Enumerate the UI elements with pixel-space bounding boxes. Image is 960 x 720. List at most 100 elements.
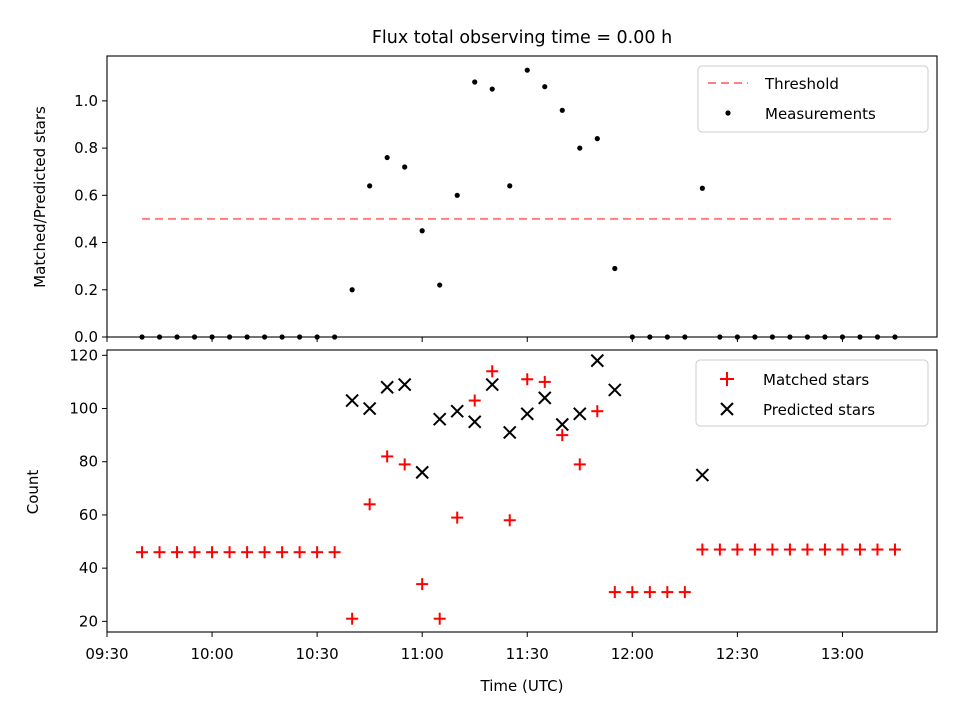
predicted-star-point xyxy=(432,412,447,426)
predicted-star-point xyxy=(590,353,605,368)
top-y-tick-label: 0.4 xyxy=(74,234,98,252)
bottom-y-ticks: 20 40 60 80 100 120 xyxy=(69,346,107,630)
bottom-legend: Matched stars Predicted stars xyxy=(695,359,929,427)
matched-star-point xyxy=(468,394,481,407)
measurement-point xyxy=(507,183,513,189)
matched-star-point xyxy=(241,546,254,559)
matched-star-point xyxy=(171,546,184,559)
matched-star-point xyxy=(836,543,849,556)
measurement-point xyxy=(437,282,443,288)
predicted-star-point xyxy=(520,407,534,421)
matched-star-point xyxy=(731,543,744,556)
matched-star-point xyxy=(188,546,201,559)
measurement-point xyxy=(577,145,583,151)
predicted-star-point xyxy=(573,407,587,421)
legend-matched-swatch xyxy=(720,372,734,386)
bottom-panel: Count 20 40 60 80 100 120 09:30 10:00 10:30 11:0… xyxy=(24,346,938,695)
legend-measurements-swatch xyxy=(725,110,731,116)
matched-star-point xyxy=(381,450,394,463)
predicted-star-point xyxy=(362,401,377,416)
measurement-point xyxy=(594,136,600,142)
x-tick-label: 11:30 xyxy=(506,645,549,663)
matched-star-point xyxy=(486,365,499,378)
measurement-point xyxy=(524,67,530,73)
matched-star-point xyxy=(363,498,376,511)
bottom-ylabel: Count xyxy=(24,470,42,515)
bottom-y-tick-label: 80 xyxy=(79,453,98,471)
predicted-star-point xyxy=(555,417,569,432)
predicted-star-point xyxy=(695,468,710,482)
measurement-point xyxy=(542,84,548,90)
matched-star-point xyxy=(136,546,149,559)
matched-star-point xyxy=(853,543,866,556)
matched-star-point xyxy=(783,543,796,556)
predicted-star-point xyxy=(485,377,499,392)
predicted-star-point xyxy=(608,383,622,397)
matched-star-point xyxy=(521,373,534,386)
legend-predicted-label: Predicted stars xyxy=(763,401,875,419)
measurement-point xyxy=(699,185,705,191)
predicted-star-point xyxy=(415,465,429,480)
matched-star-point xyxy=(573,458,586,471)
measurement-point xyxy=(454,192,460,198)
matched-star-point xyxy=(451,511,464,524)
x-tick-label: 10:00 xyxy=(190,645,233,663)
measurement-point xyxy=(559,107,565,113)
predicted-star-point xyxy=(503,425,517,440)
matched-star-point xyxy=(328,546,341,559)
measurement-point xyxy=(402,164,408,170)
matched-star-point xyxy=(766,543,779,556)
matched-star-point xyxy=(608,586,621,599)
matched-star-point xyxy=(433,612,446,625)
measurement-point xyxy=(419,228,425,234)
bottom-y-tick-label: 120 xyxy=(69,346,98,364)
top-x-ticks xyxy=(106,337,843,342)
bottom-y-tick-label: 20 xyxy=(79,612,98,630)
x-tick-label: 13:00 xyxy=(821,645,864,663)
matched-star-point xyxy=(276,546,289,559)
measurement-point xyxy=(349,287,355,293)
x-axis-label: Time (UTC) xyxy=(480,677,564,695)
measurement-point xyxy=(612,265,618,272)
matched-star-point xyxy=(696,543,709,556)
predicted-star-point xyxy=(345,393,359,408)
legend-threshold-label: Threshold xyxy=(764,75,839,93)
predicted-star-point xyxy=(397,377,412,392)
x-tick-label: 11:00 xyxy=(401,645,444,663)
matched-star-point xyxy=(258,546,271,559)
matched-star-point xyxy=(223,546,236,559)
matched-stars-points xyxy=(136,365,901,625)
matched-star-point xyxy=(801,543,814,556)
matched-star-point xyxy=(888,543,901,556)
legend-matched-label: Matched stars xyxy=(763,371,869,389)
top-y-tick-label: 0.0 xyxy=(74,328,98,346)
matched-star-point xyxy=(626,586,639,599)
top-y-tick-label: 0.8 xyxy=(74,139,98,157)
measurement-point xyxy=(384,154,390,161)
predicted-star-point xyxy=(538,391,552,405)
matched-star-point xyxy=(206,546,219,559)
matched-star-point xyxy=(748,543,761,556)
x-tick-label: 12:30 xyxy=(716,645,759,663)
x-tick-label: 12:00 xyxy=(611,645,654,663)
top-y-tick-label: 0.6 xyxy=(74,186,98,204)
predicted-star-point xyxy=(380,380,394,394)
top-y-tick-label: 1.0 xyxy=(74,92,98,110)
predicted-stars-points xyxy=(345,353,710,482)
matched-star-point xyxy=(416,578,429,591)
matched-star-point xyxy=(818,543,831,556)
predicted-star-point xyxy=(450,404,464,418)
top-panel: Matched/Predicted stars 0.0 0.2 0.4 0.6 0.8 1… xyxy=(31,55,938,346)
matched-star-point xyxy=(871,543,884,556)
measurement-point xyxy=(367,183,373,189)
predicted-star-point xyxy=(468,415,482,429)
legend-measurements-label: Measurements xyxy=(765,105,876,123)
legend-predicted-swatch xyxy=(720,402,734,416)
matched-star-point xyxy=(661,586,674,599)
bottom-y-tick-label: 100 xyxy=(69,400,98,418)
bottom-y-tick-label: 60 xyxy=(79,506,98,524)
matched-star-point xyxy=(346,612,359,625)
bottom-x-ticks: 09:30 10:00 10:30 11:00 11:30 12:00 12:30 13:00 xyxy=(85,632,864,663)
top-axes-frame xyxy=(106,55,938,338)
